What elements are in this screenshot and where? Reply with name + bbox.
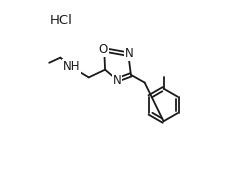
Text: NH: NH xyxy=(63,60,80,73)
Text: HCl: HCl xyxy=(50,14,73,27)
Text: N: N xyxy=(125,47,133,60)
Text: N: N xyxy=(113,74,122,87)
Text: O: O xyxy=(99,43,108,56)
